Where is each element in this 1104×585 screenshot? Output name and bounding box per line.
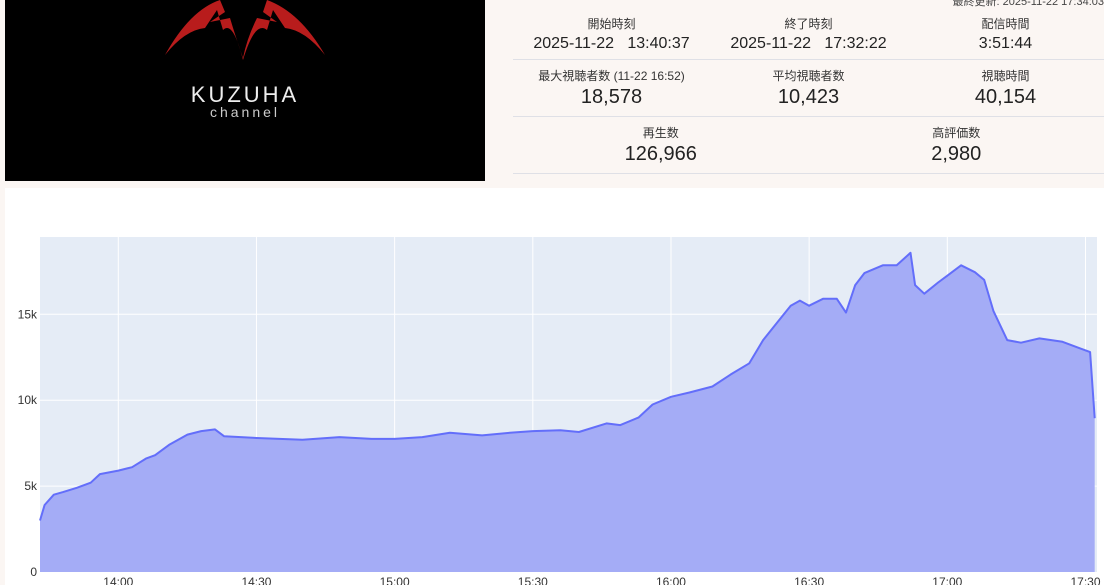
stat-views: 再生数 126,966 [624,126,697,165]
x-tick-label: 16:30 [794,575,824,585]
logo-subtitle: channel [209,104,281,120]
x-tick-label: 14:00 [103,575,133,585]
stat-likes: 高評価数 2,980 [931,126,982,165]
stat-duration: 配信時間 3:51:44 [978,17,1033,52]
stat-max-viewers: 最大視聴者数 (11-22 16:52) 18,578 [538,69,685,108]
y-tick-label: 10k [18,393,38,407]
y-tick-label: 0 [30,565,37,579]
stat-watch-time: 視聴時間 40,154 [974,69,1037,108]
y-tick-label: 15k [18,307,38,321]
x-tick-label: 17:00 [932,575,962,585]
stat-end-time: 終了時刻 2025-11-22 17:32:22 [730,17,887,52]
stat-avg-viewers: 平均視聴者数 10,423 [772,69,845,108]
viewer-area-fill [40,252,1095,573]
stats-panel: 開始時刻 2025-11-22 13:40:37 終了時刻 2025-11-22 1… [513,0,1104,174]
x-tick-label: 17:30 [1070,575,1100,585]
bat-logo-icon [165,0,325,60]
viewer-chart-svg[interactable]: 14:00 14:30 15:00 15:30 16:00 16:30 17:00 17:30… [5,188,1104,585]
x-tick-label: 15:00 [380,575,410,585]
stat-start-time: 開始時刻 2025-11-22 13:40:37 [533,17,690,52]
x-tick-label: 15:30 [518,575,548,585]
channel-banner: KUZUHA channel [5,0,485,181]
x-tick-label: 14:30 [241,575,271,585]
viewer-chart[interactable]: 14:00 14:30 15:00 15:30 16:00 16:30 17:00 17:30… [5,188,1104,585]
y-tick-label: 5k [24,479,38,493]
x-tick-label: 16:00 [656,575,686,585]
last-updated: 最終更新: 2025-11-22 17:34:03 [952,0,1104,8]
logo-title: KUZUHA [190,82,300,107]
